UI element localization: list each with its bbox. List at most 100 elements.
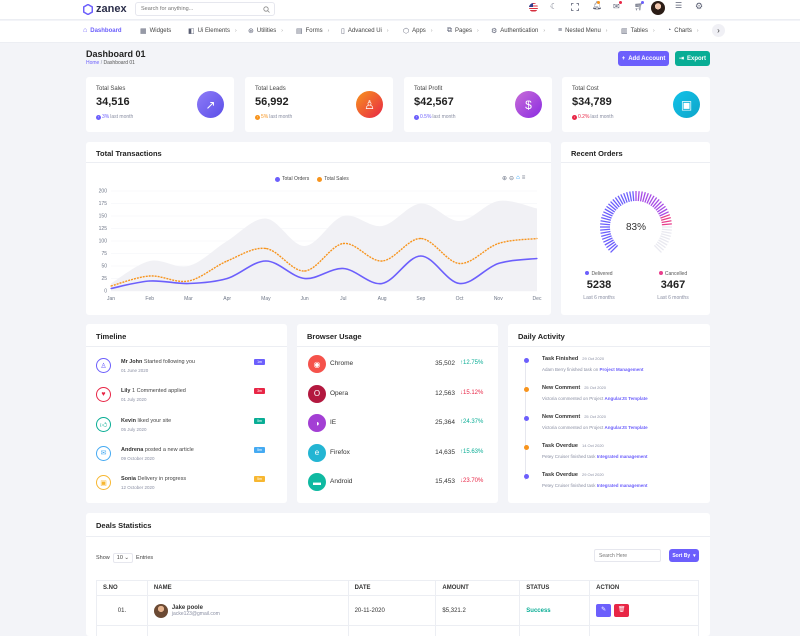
gauge-tick (648, 195, 655, 205)
nav-item-dashboard[interactable]: ⌂ Dashboard (83, 27, 122, 34)
nav-item-forms[interactable]: ▤ Forms › (296, 27, 329, 35)
nav-item-widgets[interactable]: ▦ Widgets (140, 27, 171, 35)
search-box[interactable] (135, 2, 275, 16)
series-line-total-orders[interactable] (110, 255, 538, 290)
data-point[interactable] (497, 242, 499, 245)
column-header[interactable]: DATE (348, 580, 437, 596)
data-point[interactable] (187, 280, 190, 282)
nav-item-pages[interactable]: ⧉ Pages › (447, 27, 479, 35)
gauge-tick (608, 203, 617, 211)
data-point[interactable] (536, 237, 538, 240)
edit-icon[interactable]: ✎ (596, 604, 612, 617)
chart-menu-icon[interactable]: ≡ (521, 175, 526, 181)
nav-item-charts[interactable]: ◔ Charts › (667, 27, 699, 34)
browser-row-ie: ◑ IE 25,364 ↑24.37% (308, 414, 490, 434)
data-point[interactable] (265, 260, 267, 262)
search-icon[interactable] (263, 6, 270, 13)
data-point[interactable] (187, 282, 190, 285)
data-point[interactable] (149, 280, 151, 282)
data-point[interactable] (304, 270, 306, 272)
activity-heading: Task Finished 29 Oct 2020 (542, 356, 604, 362)
delete-icon[interactable]: 🗑︎ (614, 604, 630, 617)
breadcrumb-home[interactable]: Home (86, 60, 100, 66)
legend-item-sales[interactable]: Total Sales (317, 176, 349, 182)
data-point[interactable] (420, 255, 422, 257)
column-header[interactable]: AMOUNT (435, 580, 521, 596)
nav-item-ui-elements[interactable]: ◧ Ui Elements › (188, 27, 237, 35)
zoom-in-icon[interactable]: ⊕ (502, 176, 508, 182)
gauge-tick (656, 241, 666, 249)
timeline-date: 01 July 2020 (121, 397, 147, 403)
timeline-who: Sonia (121, 476, 136, 483)
data-point[interactable] (342, 267, 344, 270)
data-point[interactable] (458, 282, 461, 285)
flag-icon[interactable] (529, 3, 538, 12)
search-input[interactable] (136, 3, 246, 15)
activity-link[interactable]: AngularJS Template (604, 396, 648, 401)
data-point[interactable] (381, 282, 383, 285)
nav-item-nested-menu[interactable]: ≡ Nested Menu › (558, 27, 607, 34)
ui-elements-icon: ◧ (188, 28, 195, 35)
export-button[interactable]: ⇥ Export (675, 51, 710, 66)
menu-icon[interactable]: ☰ (675, 1, 683, 10)
data-point[interactable] (110, 287, 112, 290)
mail-icon: ✉︎ (96, 445, 111, 461)
data-point[interactable] (149, 275, 151, 277)
entries-select[interactable]: 10 ⌄ (112, 553, 134, 563)
column-header[interactable]: S.NO (96, 580, 148, 596)
stat-label: Total Cost (572, 86, 599, 92)
data-point[interactable] (536, 257, 538, 260)
add-account-button[interactable]: + Add Account (618, 51, 669, 66)
timeline-text: Sonia Delivery in progress (121, 476, 186, 482)
column-header[interactable]: NAME (147, 580, 349, 596)
nav-item-authentication[interactable]: ⚙ Authentication › (491, 27, 545, 35)
data-point[interactable] (342, 242, 344, 245)
activity-link[interactable]: Integrated management (596, 454, 648, 459)
data-point[interactable] (226, 260, 228, 262)
avatar[interactable] (651, 1, 665, 15)
sort-by-button[interactable]: Sort By ▾ (669, 549, 699, 562)
gauge-tick (603, 237, 613, 243)
column-header[interactable]: ACTION (589, 580, 699, 596)
message-icon[interactable]: ✉︎ (613, 2, 620, 11)
data-point[interactable] (110, 285, 112, 287)
activity-link[interactable]: Integrated management (596, 483, 648, 488)
top-bar: zanex ☾ 🔔︎ ✉︎ 🛒︎ ☰ ⚙ (0, 0, 800, 20)
plus-icon: + (621, 55, 626, 62)
moon-icon[interactable]: ☾ (550, 2, 558, 11)
nav-item-label: Utilities (256, 28, 277, 34)
activity-heading: New Comment 25 Oct 2020 (542, 385, 606, 391)
legend-item-orders[interactable]: Total Orders (275, 176, 309, 182)
activity-dot (524, 445, 529, 450)
data-point[interactable] (226, 277, 228, 280)
pages-icon: ⧉ (447, 27, 452, 34)
gauge-tick (661, 220, 672, 224)
fullscreen-icon[interactable] (571, 3, 579, 11)
nav-item-utilities[interactable]: ⊛ Utilities › (248, 27, 283, 35)
deals-search-input[interactable] (594, 549, 661, 562)
stat-value: $42,567 (414, 96, 454, 108)
data-point[interactable] (497, 262, 499, 265)
data-point[interactable] (420, 237, 422, 240)
zoom-out-icon[interactable]: ⊖ (509, 176, 515, 182)
gear-icon[interactable]: ⚙ (695, 1, 704, 11)
nav-more-icon[interactable]: › (712, 24, 725, 37)
data-point[interactable] (458, 262, 461, 265)
activity-link[interactable]: Project Management (599, 367, 644, 372)
data-point[interactable] (265, 247, 267, 250)
activity-link[interactable]: AngularJS Template (604, 425, 648, 430)
reset-home-icon[interactable]: ⌂ (516, 175, 520, 181)
data-point[interactable] (304, 277, 306, 280)
nav-item-apps[interactable]: ⬡ Apps › (403, 27, 432, 35)
bell-icon[interactable]: 🔔︎ (592, 1, 603, 10)
timeline-action: Delivery in progress (137, 476, 187, 483)
brand-logo[interactable]: zanex (83, 3, 127, 15)
y-tick-label: 175 (99, 201, 108, 207)
series-line-total-sales[interactable] (110, 237, 538, 287)
data-point[interactable] (381, 260, 383, 262)
x-tick-label: Aug (378, 296, 387, 302)
cart-icon[interactable]: 🛒︎ (634, 2, 645, 11)
nav-item-advanced-ui[interactable]: ▯ Advanced Ui › (341, 27, 389, 35)
column-header[interactable]: STATUS (519, 580, 591, 596)
nav-item-tables[interactable]: ▥ Tables › (621, 27, 655, 35)
